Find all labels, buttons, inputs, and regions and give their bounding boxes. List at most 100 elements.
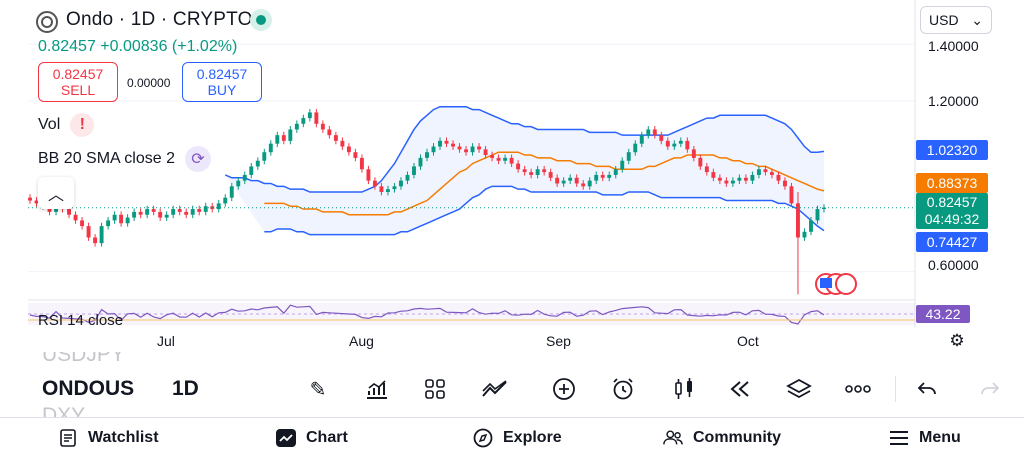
candle-body <box>496 157 501 161</box>
symbol-picker-current[interactable]: ONDOUS 1D <box>42 377 199 401</box>
candle-body <box>438 140 442 147</box>
picker-symbol: ONDOUS <box>42 377 135 400</box>
candle-body <box>717 177 722 181</box>
candle-body <box>639 135 644 144</box>
bb-lower-tag: 0.74427 <box>916 232 988 252</box>
candle-body <box>314 112 319 124</box>
candle-body <box>815 209 820 221</box>
candle-body <box>613 169 618 175</box>
rsi-legend-label[interactable]: RSI 14 close <box>38 312 124 329</box>
currency-select[interactable]: USD ⌄ <box>920 6 992 34</box>
candle-body <box>346 146 351 153</box>
candle-body <box>665 140 670 147</box>
symbol-picker-next[interactable]: DXY 1W <box>42 406 85 417</box>
candle-body <box>353 152 358 158</box>
candle-body <box>262 152 267 161</box>
nav-explore[interactable]: Explore <box>473 428 562 448</box>
bollinger-legend[interactable]: BB 20 SMA close 2 ⟳ <box>38 146 211 172</box>
volume-legend[interactable]: Vol ! <box>38 113 95 137</box>
undo-icon[interactable] <box>912 374 942 404</box>
candle-body <box>769 172 774 175</box>
last-price-value: 0.82457 <box>926 194 978 210</box>
candle-body <box>711 172 716 178</box>
candle-body <box>288 129 293 141</box>
layouts-icon[interactable] <box>420 374 450 404</box>
nav-watchlist[interactable]: Watchlist <box>58 428 159 448</box>
ondo-logo-icon <box>36 11 58 33</box>
replay-icon[interactable] <box>725 374 755 404</box>
candle-body <box>724 180 729 184</box>
candle-body <box>782 180 787 187</box>
candle-body <box>431 146 436 153</box>
bollinger-lower-line <box>264 185 825 236</box>
price-tick: 1.40000 <box>928 38 979 54</box>
symbol-title[interactable]: Ondo · 1D · CRYPTO <box>66 9 253 30</box>
candle-body <box>320 123 325 130</box>
buy-button[interactable]: 0.82457 BUY <box>182 62 262 102</box>
candle-body <box>464 149 469 153</box>
nav-chart[interactable]: Chart <box>276 428 348 448</box>
candle-body <box>789 186 794 204</box>
candle-body <box>678 140 683 144</box>
sell-button[interactable]: 0.82457 SELL <box>38 62 118 102</box>
candle-body <box>412 166 416 175</box>
candle-body <box>171 209 176 215</box>
rsi-value-tag: 43.22 <box>916 305 970 323</box>
collapse-legend-button[interactable]: ︿ <box>38 177 74 209</box>
nav-community-label: Community <box>693 429 781 446</box>
candle-body <box>659 135 664 141</box>
nav-community[interactable]: Community <box>663 428 781 448</box>
candle-body <box>119 214 124 224</box>
candle-body <box>822 207 826 210</box>
candle-body <box>73 214 78 221</box>
bollinger-basis-line <box>264 151 825 216</box>
candle-body <box>652 129 657 136</box>
indicators-icon[interactable] <box>362 374 392 404</box>
chart-settings-icon[interactable]: ⚙ <box>949 331 965 350</box>
add-icon[interactable] <box>549 374 579 404</box>
candle-body <box>503 157 508 161</box>
nav-menu-label: Menu <box>919 429 961 446</box>
candle-body <box>802 231 807 238</box>
sync-icon[interactable]: ⟳ <box>184 146 211 172</box>
last-price-tag: 0.82457 04:49:32 <box>916 193 988 229</box>
nav-explore-label: Explore <box>503 429 562 446</box>
layers-icon[interactable] <box>784 374 814 404</box>
candle-body <box>548 172 553 178</box>
candle-body <box>34 200 39 204</box>
candle-body <box>561 180 566 184</box>
nav-watchlist-label: Watchlist <box>88 429 159 446</box>
alert-icon[interactable] <box>608 374 638 404</box>
candle-body <box>763 169 768 173</box>
time-tick: Jul <box>157 333 175 349</box>
candle-body <box>555 177 560 184</box>
symbol-picker-prev[interactable]: USDJPY 4h <box>42 352 125 366</box>
candle-body <box>607 174 612 178</box>
rsi-line <box>29 304 825 325</box>
candle-body <box>372 180 377 187</box>
candle-body <box>490 155 495 158</box>
price-tick: 0.60000 <box>928 257 979 273</box>
candle-type-icon[interactable] <box>669 374 699 404</box>
candle-body <box>242 174 247 181</box>
picker-symbol: DXY <box>42 406 85 417</box>
candle-body <box>685 140 690 150</box>
redo-icon[interactable] <box>975 374 1005 404</box>
candle-body <box>698 157 703 167</box>
candle-body <box>587 180 592 187</box>
compass-icon <box>473 428 493 448</box>
candle-body <box>457 146 462 150</box>
candle-body <box>392 186 397 190</box>
candle-body <box>600 174 605 178</box>
candle-body <box>451 143 455 147</box>
nav-menu[interactable]: Menu <box>889 428 961 448</box>
candle-body <box>620 160 625 170</box>
candle-body <box>672 143 677 147</box>
more-icon[interactable] <box>843 374 873 404</box>
compare-icon[interactable] <box>480 374 510 404</box>
candle-body <box>340 140 345 147</box>
bottom-nav: Watchlist Chart Explore Community Menu <box>0 417 1024 461</box>
pen-icon[interactable]: ✎ <box>309 378 327 401</box>
warning-icon[interactable]: ! <box>70 113 95 137</box>
